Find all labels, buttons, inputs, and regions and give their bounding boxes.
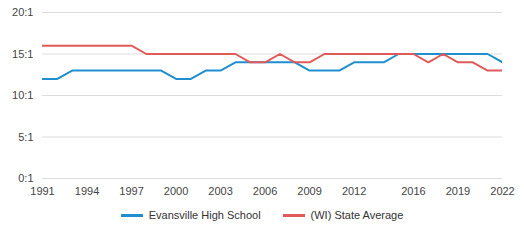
svg-text:2022: 2022 xyxy=(490,185,514,197)
svg-text:0:1: 0:1 xyxy=(18,172,33,184)
svg-text:1991: 1991 xyxy=(30,185,54,197)
svg-text:1997: 1997 xyxy=(119,185,143,197)
svg-text:2016: 2016 xyxy=(401,185,425,197)
html-text:(WI) State Average: (WI) State Average xyxy=(310,209,404,221)
svg-text:2000: 2000 xyxy=(164,185,188,197)
svg-text:2006: 2006 xyxy=(253,185,277,197)
svg-text:2003: 2003 xyxy=(208,185,232,197)
html-text:Evansville High School: Evansville High School xyxy=(148,209,261,221)
svg-text:2019: 2019 xyxy=(446,185,470,197)
svg-text:20:1: 20:1 xyxy=(12,6,33,18)
svg-text:5:1: 5:1 xyxy=(18,131,33,143)
svg-text:15:1: 15:1 xyxy=(12,48,33,60)
svg-text:2009: 2009 xyxy=(297,185,321,197)
svg-text:1994: 1994 xyxy=(75,185,99,197)
svg-text:10:1: 10:1 xyxy=(12,89,33,101)
svg-text:2012: 2012 xyxy=(342,185,366,197)
